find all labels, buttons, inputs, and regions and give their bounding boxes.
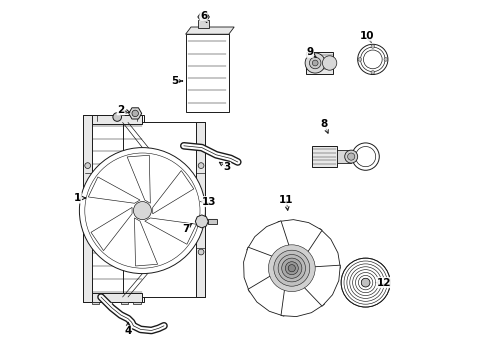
Polygon shape [208, 219, 217, 224]
Text: 1: 1 [74, 193, 81, 203]
Polygon shape [248, 271, 290, 316]
Polygon shape [299, 228, 341, 271]
Circle shape [347, 153, 355, 160]
Circle shape [361, 278, 370, 287]
Polygon shape [121, 302, 128, 304]
Circle shape [288, 265, 295, 272]
Circle shape [312, 60, 318, 66]
Circle shape [345, 150, 358, 163]
Circle shape [278, 255, 305, 282]
Polygon shape [312, 146, 337, 167]
Polygon shape [278, 220, 322, 261]
Circle shape [282, 258, 302, 278]
Polygon shape [297, 265, 341, 306]
Polygon shape [133, 302, 141, 304]
Polygon shape [122, 122, 205, 297]
Circle shape [358, 44, 388, 75]
Circle shape [371, 45, 374, 48]
Polygon shape [92, 293, 143, 302]
Polygon shape [198, 20, 209, 28]
Circle shape [305, 53, 325, 73]
Polygon shape [281, 278, 324, 316]
Polygon shape [104, 302, 112, 304]
Circle shape [133, 202, 151, 220]
Polygon shape [92, 115, 143, 124]
Circle shape [269, 245, 315, 292]
Polygon shape [92, 302, 99, 304]
Polygon shape [198, 13, 209, 21]
Circle shape [384, 58, 388, 61]
Text: 7: 7 [182, 224, 189, 234]
Text: 9: 9 [306, 47, 314, 57]
Circle shape [285, 262, 298, 275]
Circle shape [79, 148, 205, 274]
Circle shape [352, 143, 379, 170]
Text: 12: 12 [376, 278, 391, 288]
Polygon shape [83, 115, 144, 302]
Circle shape [341, 258, 390, 307]
Polygon shape [186, 27, 234, 34]
Polygon shape [244, 247, 282, 292]
Circle shape [85, 228, 91, 233]
Text: 8: 8 [320, 119, 328, 129]
Text: 4: 4 [124, 326, 132, 336]
Polygon shape [247, 221, 292, 264]
Circle shape [198, 163, 204, 168]
Circle shape [310, 57, 321, 69]
Circle shape [198, 249, 204, 255]
Circle shape [85, 163, 91, 168]
Polygon shape [337, 150, 351, 163]
Circle shape [371, 71, 374, 74]
Polygon shape [196, 215, 208, 228]
Text: 10: 10 [360, 31, 375, 41]
Polygon shape [83, 115, 92, 302]
Polygon shape [196, 122, 205, 297]
Polygon shape [129, 108, 142, 119]
Polygon shape [186, 34, 229, 112]
Circle shape [113, 113, 122, 121]
Circle shape [201, 14, 206, 20]
Polygon shape [306, 52, 333, 74]
Circle shape [132, 110, 139, 117]
Circle shape [322, 56, 337, 70]
Text: 11: 11 [279, 195, 294, 205]
Text: 5: 5 [171, 76, 178, 86]
Text: 2: 2 [117, 105, 124, 115]
Circle shape [358, 58, 362, 61]
Text: 3: 3 [223, 162, 231, 172]
Text: 13: 13 [202, 197, 216, 207]
Circle shape [274, 250, 310, 286]
Text: 6: 6 [200, 11, 207, 21]
